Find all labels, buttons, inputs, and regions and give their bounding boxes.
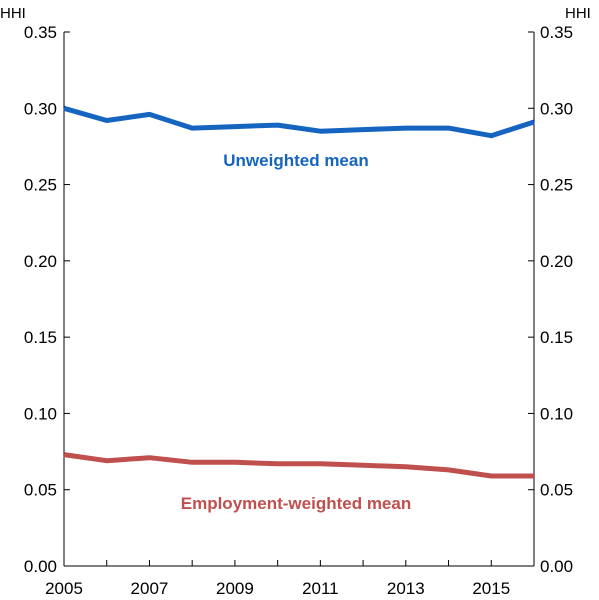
y-tick-label-left: 0.25 bbox=[24, 176, 57, 195]
y-tick-label-right: 0.25 bbox=[540, 176, 573, 195]
y-tick-label-left: 0.20 bbox=[24, 252, 57, 271]
chart-axes bbox=[63, 31, 535, 567]
y-tick-label-left: 0.15 bbox=[24, 328, 57, 347]
y-tick-label-right: 0.15 bbox=[540, 328, 573, 347]
x-tick-label: 2013 bbox=[387, 579, 425, 598]
series-label-employment-weighted-mean: Employment-weighted mean bbox=[181, 494, 411, 513]
y-tick-label-right: 0.30 bbox=[540, 99, 573, 118]
y-axis-unit-right: HHI bbox=[565, 5, 591, 22]
y-tick-label-left: 0.35 bbox=[24, 23, 57, 42]
x-tick-label: 2015 bbox=[472, 579, 510, 598]
y-tick-label-right: 0.20 bbox=[540, 252, 573, 271]
x-tick-label: 2007 bbox=[131, 579, 169, 598]
x-tick-label: 2009 bbox=[216, 579, 254, 598]
y-tick-label-right: 0.10 bbox=[540, 404, 573, 423]
y-tick-label-left: 0.05 bbox=[24, 481, 57, 500]
y-tick-label-right: 0.00 bbox=[540, 557, 573, 576]
series-label-unweighted-mean: Unweighted mean bbox=[223, 151, 368, 170]
x-tick-label: 2011 bbox=[302, 579, 339, 598]
series-lines bbox=[63, 105, 535, 479]
x-tick-label: 2005 bbox=[45, 579, 83, 598]
y-axis-unit-left: HHI bbox=[0, 5, 26, 22]
y-tick-label-left: 0.30 bbox=[24, 99, 57, 118]
y-tick-label-left: 0.00 bbox=[24, 557, 57, 576]
series-line-employment-weighted-mean bbox=[63, 452, 534, 479]
tick-labels: 0.00 0.00 0.05 0.05 0.10 0.10 0.15 0.15 0.20 0.20… bbox=[24, 23, 573, 598]
y-tick-label-right: 0.35 bbox=[540, 23, 573, 42]
y-tick-label-left: 0.10 bbox=[24, 404, 57, 423]
series-line-unweighted-mean bbox=[63, 105, 535, 139]
y-tick-label-right: 0.05 bbox=[540, 481, 573, 500]
